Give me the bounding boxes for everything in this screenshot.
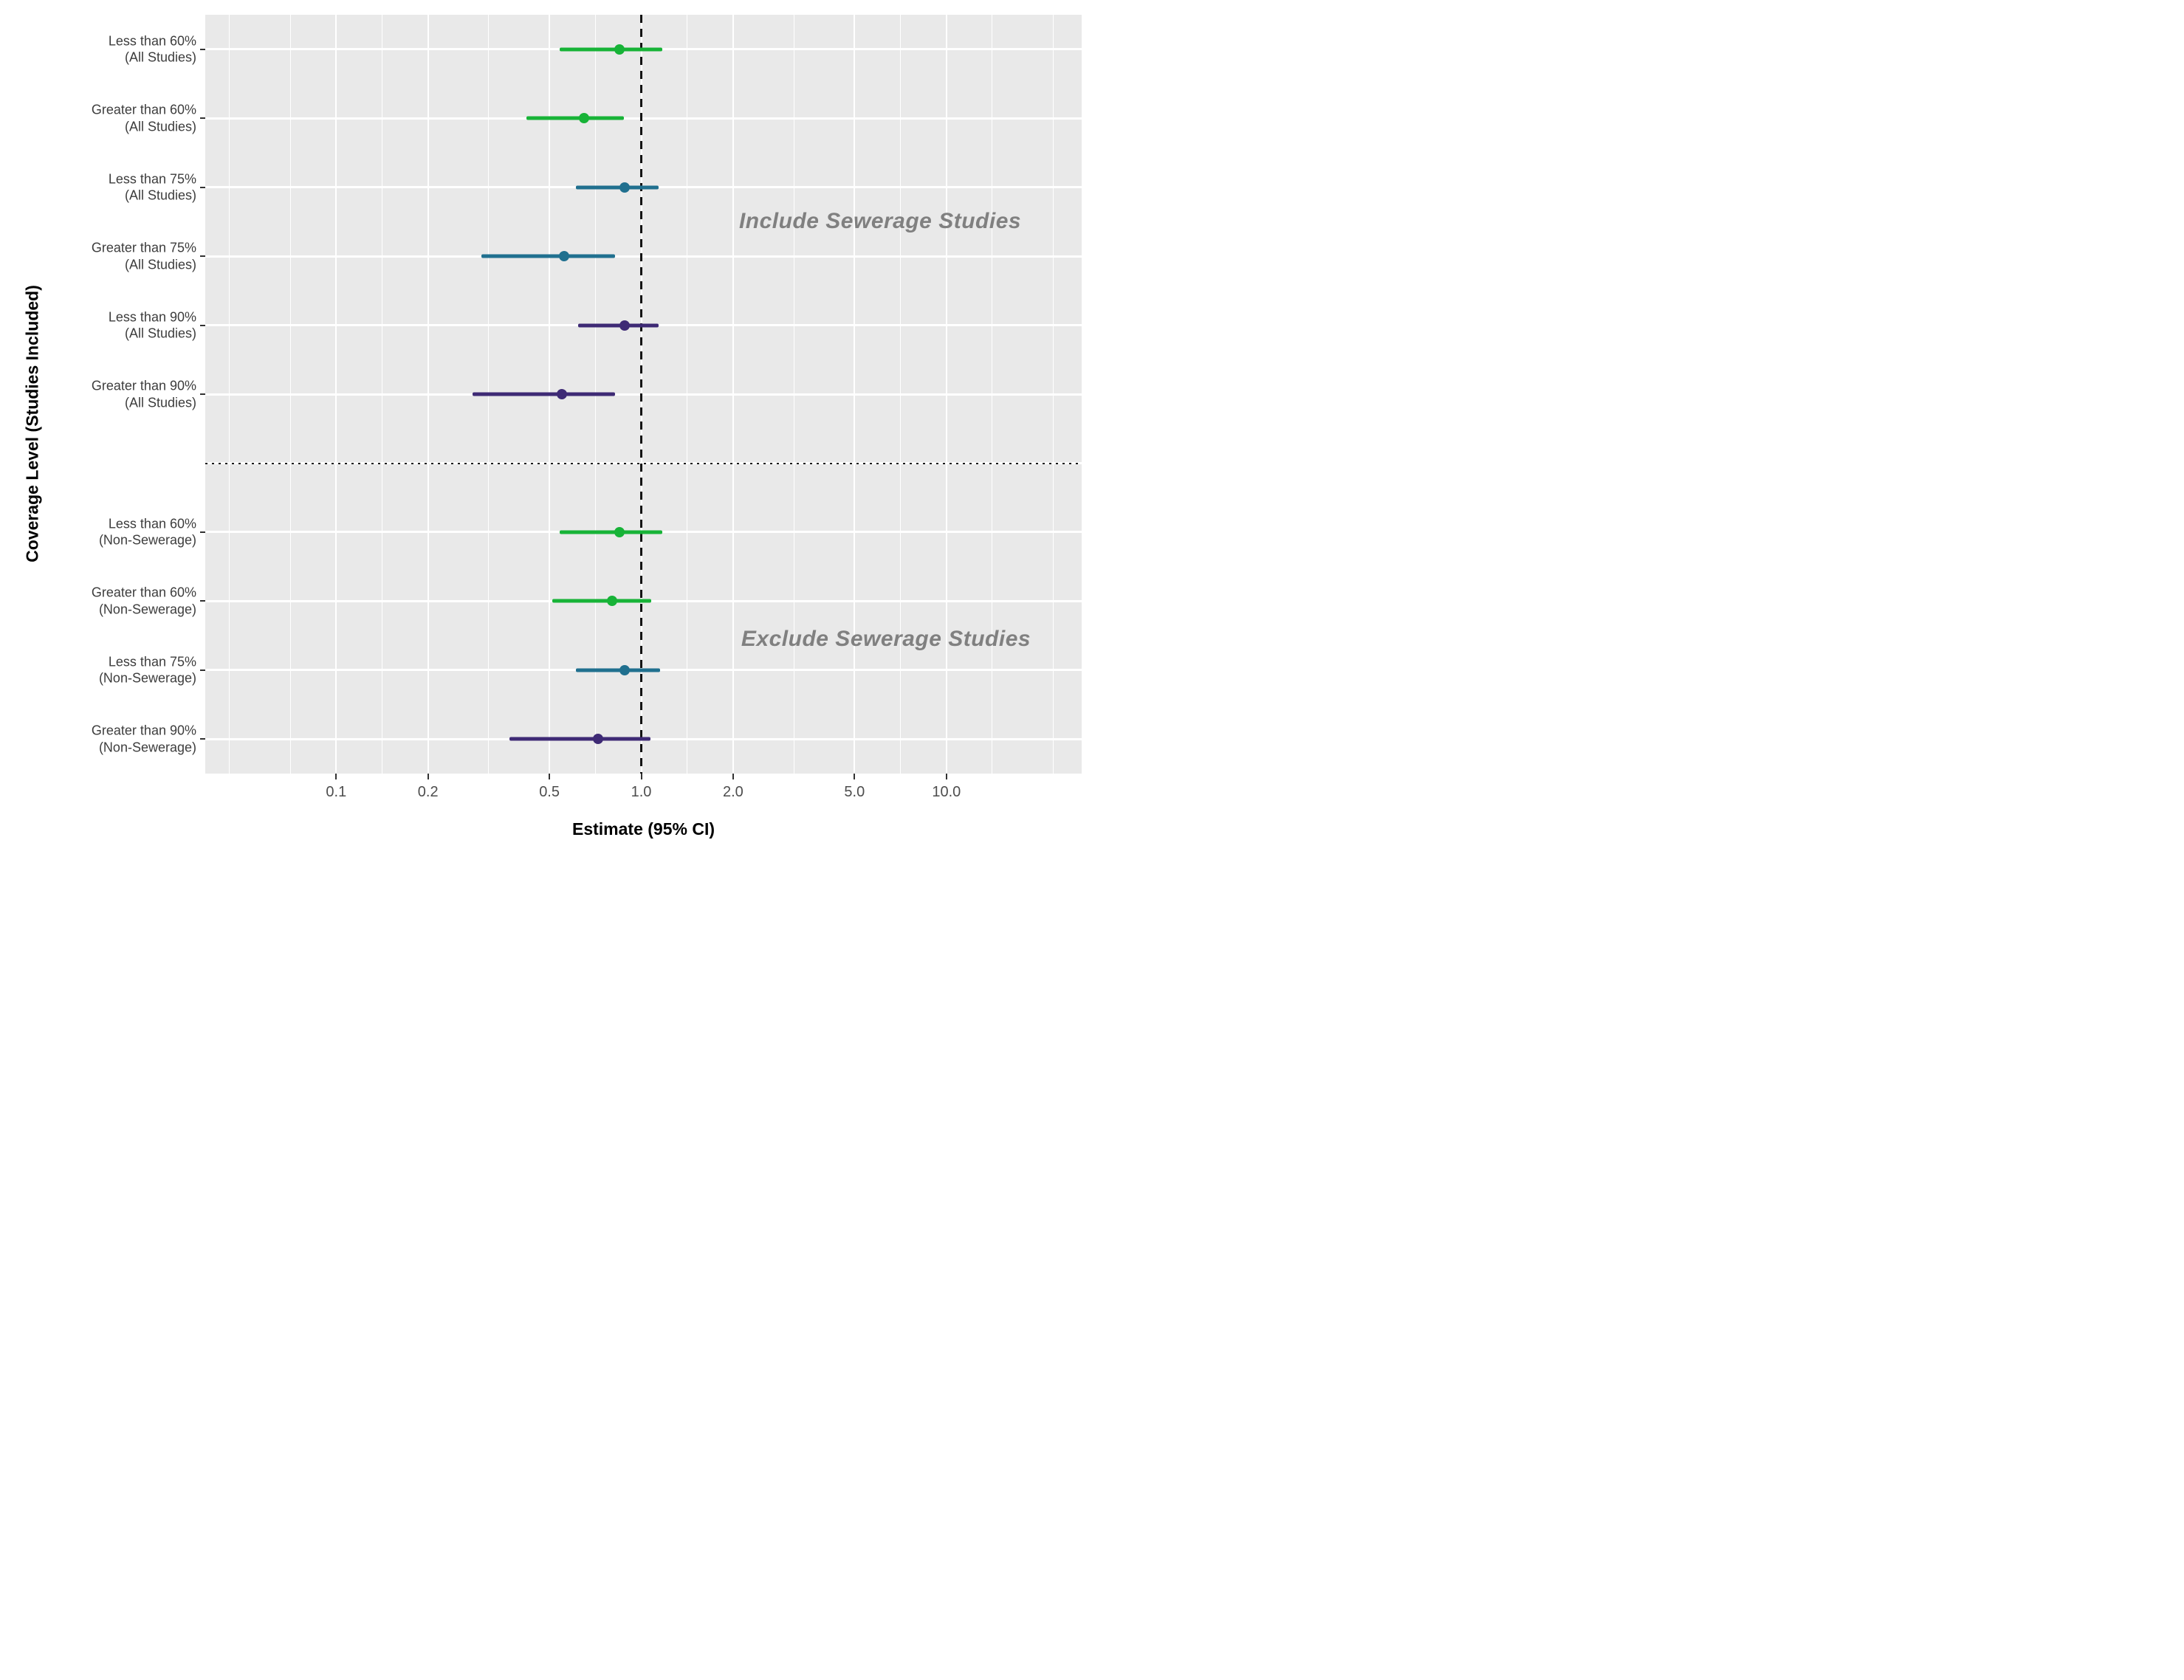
- x-axis-tick-label: 0.1: [326, 784, 347, 800]
- major-gridline: [854, 15, 856, 774]
- confidence-interval[interactable]: [575, 185, 659, 190]
- x-axis-tick-label: 0.5: [539, 784, 560, 800]
- row-label-line1: Greater than 60%: [91, 102, 196, 117]
- x-axis-tick-label: 2.0: [722, 784, 744, 800]
- horizontal-gridline: [205, 117, 1082, 120]
- horizontal-gridline: [205, 393, 1082, 396]
- point-estimate[interactable]: [592, 734, 603, 745]
- x-axis-tick-label: 1.0: [631, 784, 652, 800]
- point-estimate[interactable]: [619, 320, 630, 331]
- row-label-line1: Less than 60%: [108, 33, 196, 49]
- y-axis-tick: [200, 48, 205, 50]
- row-label-line1: Greater than 90%: [91, 723, 196, 738]
- minor-gridline: [229, 15, 230, 774]
- major-gridline: [732, 15, 734, 774]
- point-estimate[interactable]: [559, 251, 570, 262]
- point-estimate[interactable]: [619, 664, 630, 675]
- row-label-line1: Greater than 75%: [91, 240, 196, 255]
- y-axis-tick: [200, 255, 205, 258]
- y-axis-row-label: Greater than 60% (Non-Sewerage): [92, 585, 196, 618]
- point-estimate[interactable]: [579, 113, 590, 124]
- annotation-include-sewerage: Include Sewerage Studies: [738, 209, 1022, 234]
- confidence-interval[interactable]: [481, 254, 615, 258]
- y-axis-tick: [200, 324, 205, 326]
- y-axis-tick: [200, 117, 205, 120]
- x-axis-tick: [640, 774, 642, 779]
- confidence-interval[interactable]: [577, 323, 659, 327]
- y-axis-tick: [200, 186, 205, 188]
- y-axis-row-label: Greater than 60% (All Studies): [92, 102, 196, 135]
- y-axis-tick: [200, 531, 205, 533]
- confidence-interval[interactable]: [526, 116, 625, 120]
- confidence-interval[interactable]: [509, 737, 650, 741]
- row-label-line2: (All Studies): [124, 119, 196, 134]
- major-gridline: [945, 15, 947, 774]
- x-axis-tick-label: 5.0: [844, 784, 865, 800]
- row-label-line2: (Non-Sewerage): [98, 740, 196, 755]
- y-axis-tick: [200, 393, 205, 395]
- plot-panel: Include Sewerage Studies Exclude Sewerage…: [205, 15, 1082, 774]
- point-estimate[interactable]: [614, 44, 625, 55]
- x-axis-tick: [854, 774, 856, 779]
- point-estimate[interactable]: [557, 389, 568, 399]
- y-axis-tick: [200, 600, 205, 602]
- y-axis-row-label: Less than 60% (All Studies): [109, 32, 196, 66]
- y-axis-tick: [200, 669, 205, 671]
- x-axis-tick: [335, 774, 337, 779]
- row-label-line1: Less than 75%: [108, 171, 196, 187]
- row-label-line1: Less than 75%: [108, 654, 196, 669]
- y-axis-row-label: Greater than 90% (All Studies): [92, 378, 196, 411]
- row-label-line2: (All Studies): [124, 49, 196, 65]
- confidence-interval[interactable]: [473, 392, 615, 396]
- x-axis-tick: [549, 774, 551, 779]
- y-axis-row-label: Less than 90% (All Studies): [109, 309, 196, 342]
- section-divider-dotted-line: [205, 462, 1082, 464]
- horizontal-gridline: [205, 255, 1082, 258]
- x-axis-tick: [427, 774, 429, 779]
- row-label-line2: (All Studies): [124, 326, 196, 341]
- y-axis-title: Coverage Level (Studies Included): [22, 285, 42, 562]
- forest-plot-figure: Coverage Level (Studies Included) Includ…: [0, 0, 1092, 840]
- x-axis-title: Estimate (95% CI): [571, 819, 715, 839]
- confidence-interval[interactable]: [559, 530, 662, 534]
- reference-line-x1: [640, 15, 642, 774]
- row-label-line2: (Non-Sewerage): [98, 670, 196, 686]
- row-label-line1: Greater than 60%: [91, 585, 196, 600]
- y-axis-tick: [200, 738, 205, 740]
- confidence-interval[interactable]: [559, 47, 662, 52]
- major-gridline: [427, 15, 429, 774]
- row-label-line2: (Non-Sewerage): [98, 602, 196, 617]
- row-label-line2: (Non-Sewerage): [98, 532, 196, 548]
- y-axis-row-label: Greater than 90% (Non-Sewerage): [92, 723, 196, 756]
- x-axis-tick-label: 0.2: [417, 784, 439, 800]
- row-label-line1: Less than 60%: [108, 516, 196, 531]
- x-axis-tick-label: 10.0: [932, 784, 961, 800]
- confidence-interval[interactable]: [575, 668, 660, 672]
- y-axis-row-label: Less than 75% (Non-Sewerage): [99, 653, 196, 686]
- minor-gridline: [289, 15, 291, 774]
- y-axis-row-label: Less than 75% (All Studies): [109, 171, 196, 204]
- row-label-line2: (All Studies): [124, 257, 196, 272]
- point-estimate[interactable]: [614, 526, 625, 537]
- x-axis-tick: [945, 774, 947, 779]
- annotation-exclude-sewerage: Exclude Sewerage Studies: [741, 626, 1031, 651]
- row-label-line1: Less than 90%: [108, 309, 196, 324]
- y-axis-row-label: Less than 60% (Non-Sewerage): [99, 515, 196, 548]
- row-label-line1: Greater than 90%: [91, 378, 196, 393]
- point-estimate[interactable]: [619, 182, 630, 193]
- minor-gridline: [900, 15, 902, 774]
- point-estimate[interactable]: [606, 596, 617, 607]
- x-axis-tick: [732, 774, 734, 779]
- y-axis-row-label: Greater than 75% (All Studies): [92, 240, 196, 273]
- row-label-line2: (All Studies): [124, 187, 196, 203]
- confidence-interval[interactable]: [552, 599, 652, 603]
- row-label-line2: (All Studies): [124, 395, 196, 410]
- major-gridline: [335, 15, 337, 774]
- minor-gridline: [1052, 15, 1054, 774]
